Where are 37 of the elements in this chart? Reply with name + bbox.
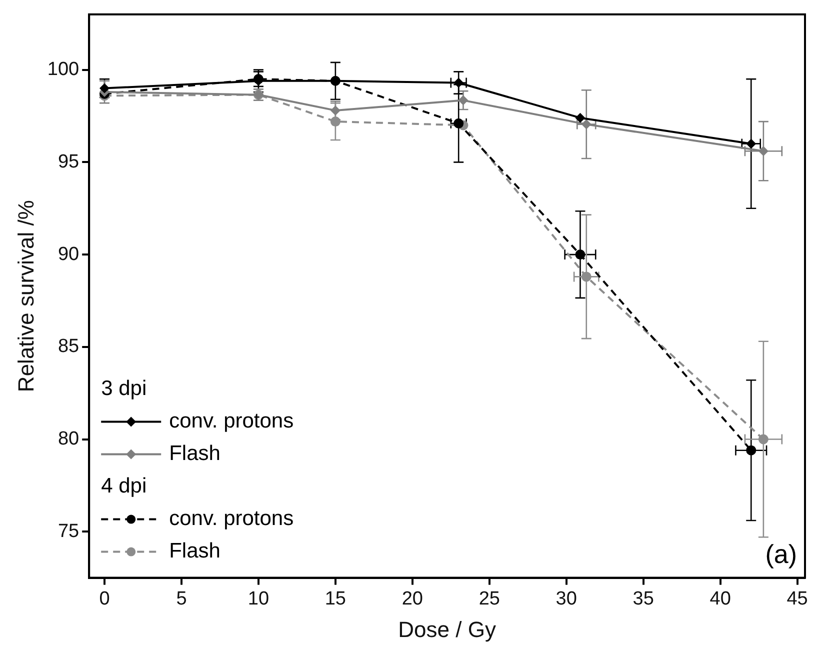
x-tick-label: 45 [786, 588, 808, 610]
x-tick-label: 40 [710, 588, 731, 610]
point [330, 116, 340, 127]
y-tick-label: 85 [58, 336, 80, 358]
point [758, 146, 768, 156]
x-tick-label: 30 [556, 588, 577, 610]
point [581, 119, 592, 130]
y-tick-label: 80 [58, 428, 80, 450]
y-axis-title: Relative survival /% [13, 200, 38, 392]
point [758, 434, 768, 444]
legend-label: conv. protons [169, 410, 294, 433]
point [746, 445, 756, 456]
annotation: (a) [765, 538, 797, 569]
annotation: 4 dpi [101, 474, 147, 498]
x-tick-label: 10 [248, 588, 270, 610]
point [575, 250, 586, 260]
point [99, 83, 110, 94]
y-tick-label: 95 [58, 151, 80, 172]
point [458, 95, 468, 106]
x-tick-label: 0 [99, 588, 110, 610]
legend-label: Flash [169, 540, 220, 563]
y-tick-label: 75 [58, 520, 80, 542]
point [746, 138, 756, 149]
x-tick-label: 5 [176, 588, 187, 610]
x-tick-label: 25 [478, 588, 500, 610]
annotation: 3 dpi [101, 377, 147, 400]
legend-label: conv. protons [169, 507, 294, 530]
point [581, 272, 592, 282]
point [330, 105, 340, 116]
y-tick-label: 100 [47, 59, 80, 80]
point [575, 112, 586, 123]
y-tick-label: 90 [58, 244, 80, 265]
x-tick-label: 35 [632, 588, 654, 610]
legend-label: Flash [169, 442, 220, 466]
x-tick-label: 15 [324, 588, 346, 610]
x-axis-title: Dose / Gy [398, 616, 496, 642]
x-tick-label: 20 [402, 588, 423, 610]
